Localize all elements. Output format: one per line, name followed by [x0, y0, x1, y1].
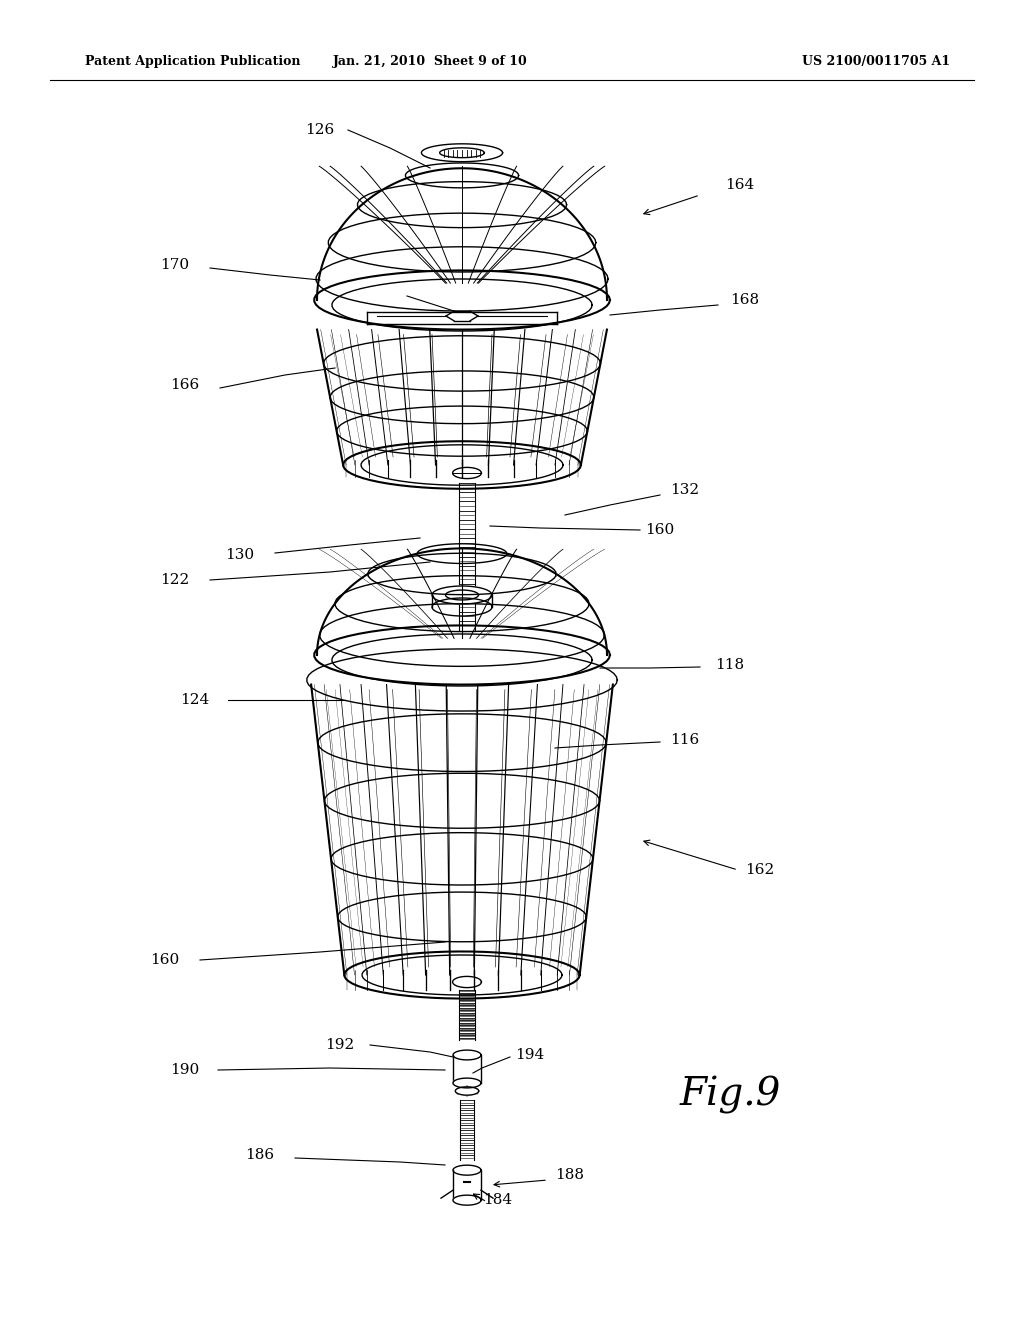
Polygon shape	[453, 977, 481, 987]
Text: 122: 122	[161, 573, 189, 587]
Text: 130: 130	[225, 548, 255, 562]
Text: 168: 168	[730, 293, 760, 308]
Text: 116: 116	[671, 733, 699, 747]
Text: 132: 132	[671, 483, 699, 498]
Polygon shape	[432, 586, 492, 605]
Text: 190: 190	[170, 1063, 200, 1077]
Text: 188: 188	[555, 1168, 585, 1181]
Polygon shape	[453, 467, 481, 479]
Polygon shape	[456, 1086, 478, 1096]
Text: Jan. 21, 2010  Sheet 9 of 10: Jan. 21, 2010 Sheet 9 of 10	[333, 55, 527, 69]
Text: 166: 166	[170, 378, 200, 392]
Text: 162: 162	[745, 863, 774, 876]
Text: Fig.9: Fig.9	[679, 1076, 780, 1114]
Text: 184: 184	[483, 1193, 513, 1206]
Polygon shape	[453, 1195, 481, 1205]
Text: US 2100/0011705 A1: US 2100/0011705 A1	[802, 55, 950, 69]
Text: 192: 192	[326, 1038, 354, 1052]
Text: 124: 124	[180, 693, 210, 708]
Polygon shape	[453, 1166, 481, 1175]
Text: 186: 186	[246, 1148, 274, 1162]
Text: 160: 160	[645, 523, 675, 537]
Text: Patent Application Publication: Patent Application Publication	[85, 55, 300, 69]
Text: 118: 118	[716, 657, 744, 672]
Text: 160: 160	[151, 953, 179, 968]
Polygon shape	[453, 1051, 481, 1060]
Polygon shape	[453, 1078, 481, 1088]
Text: 170: 170	[161, 257, 189, 272]
Text: 126: 126	[305, 123, 335, 137]
Text: 194: 194	[515, 1048, 545, 1063]
Text: 164: 164	[725, 178, 755, 191]
